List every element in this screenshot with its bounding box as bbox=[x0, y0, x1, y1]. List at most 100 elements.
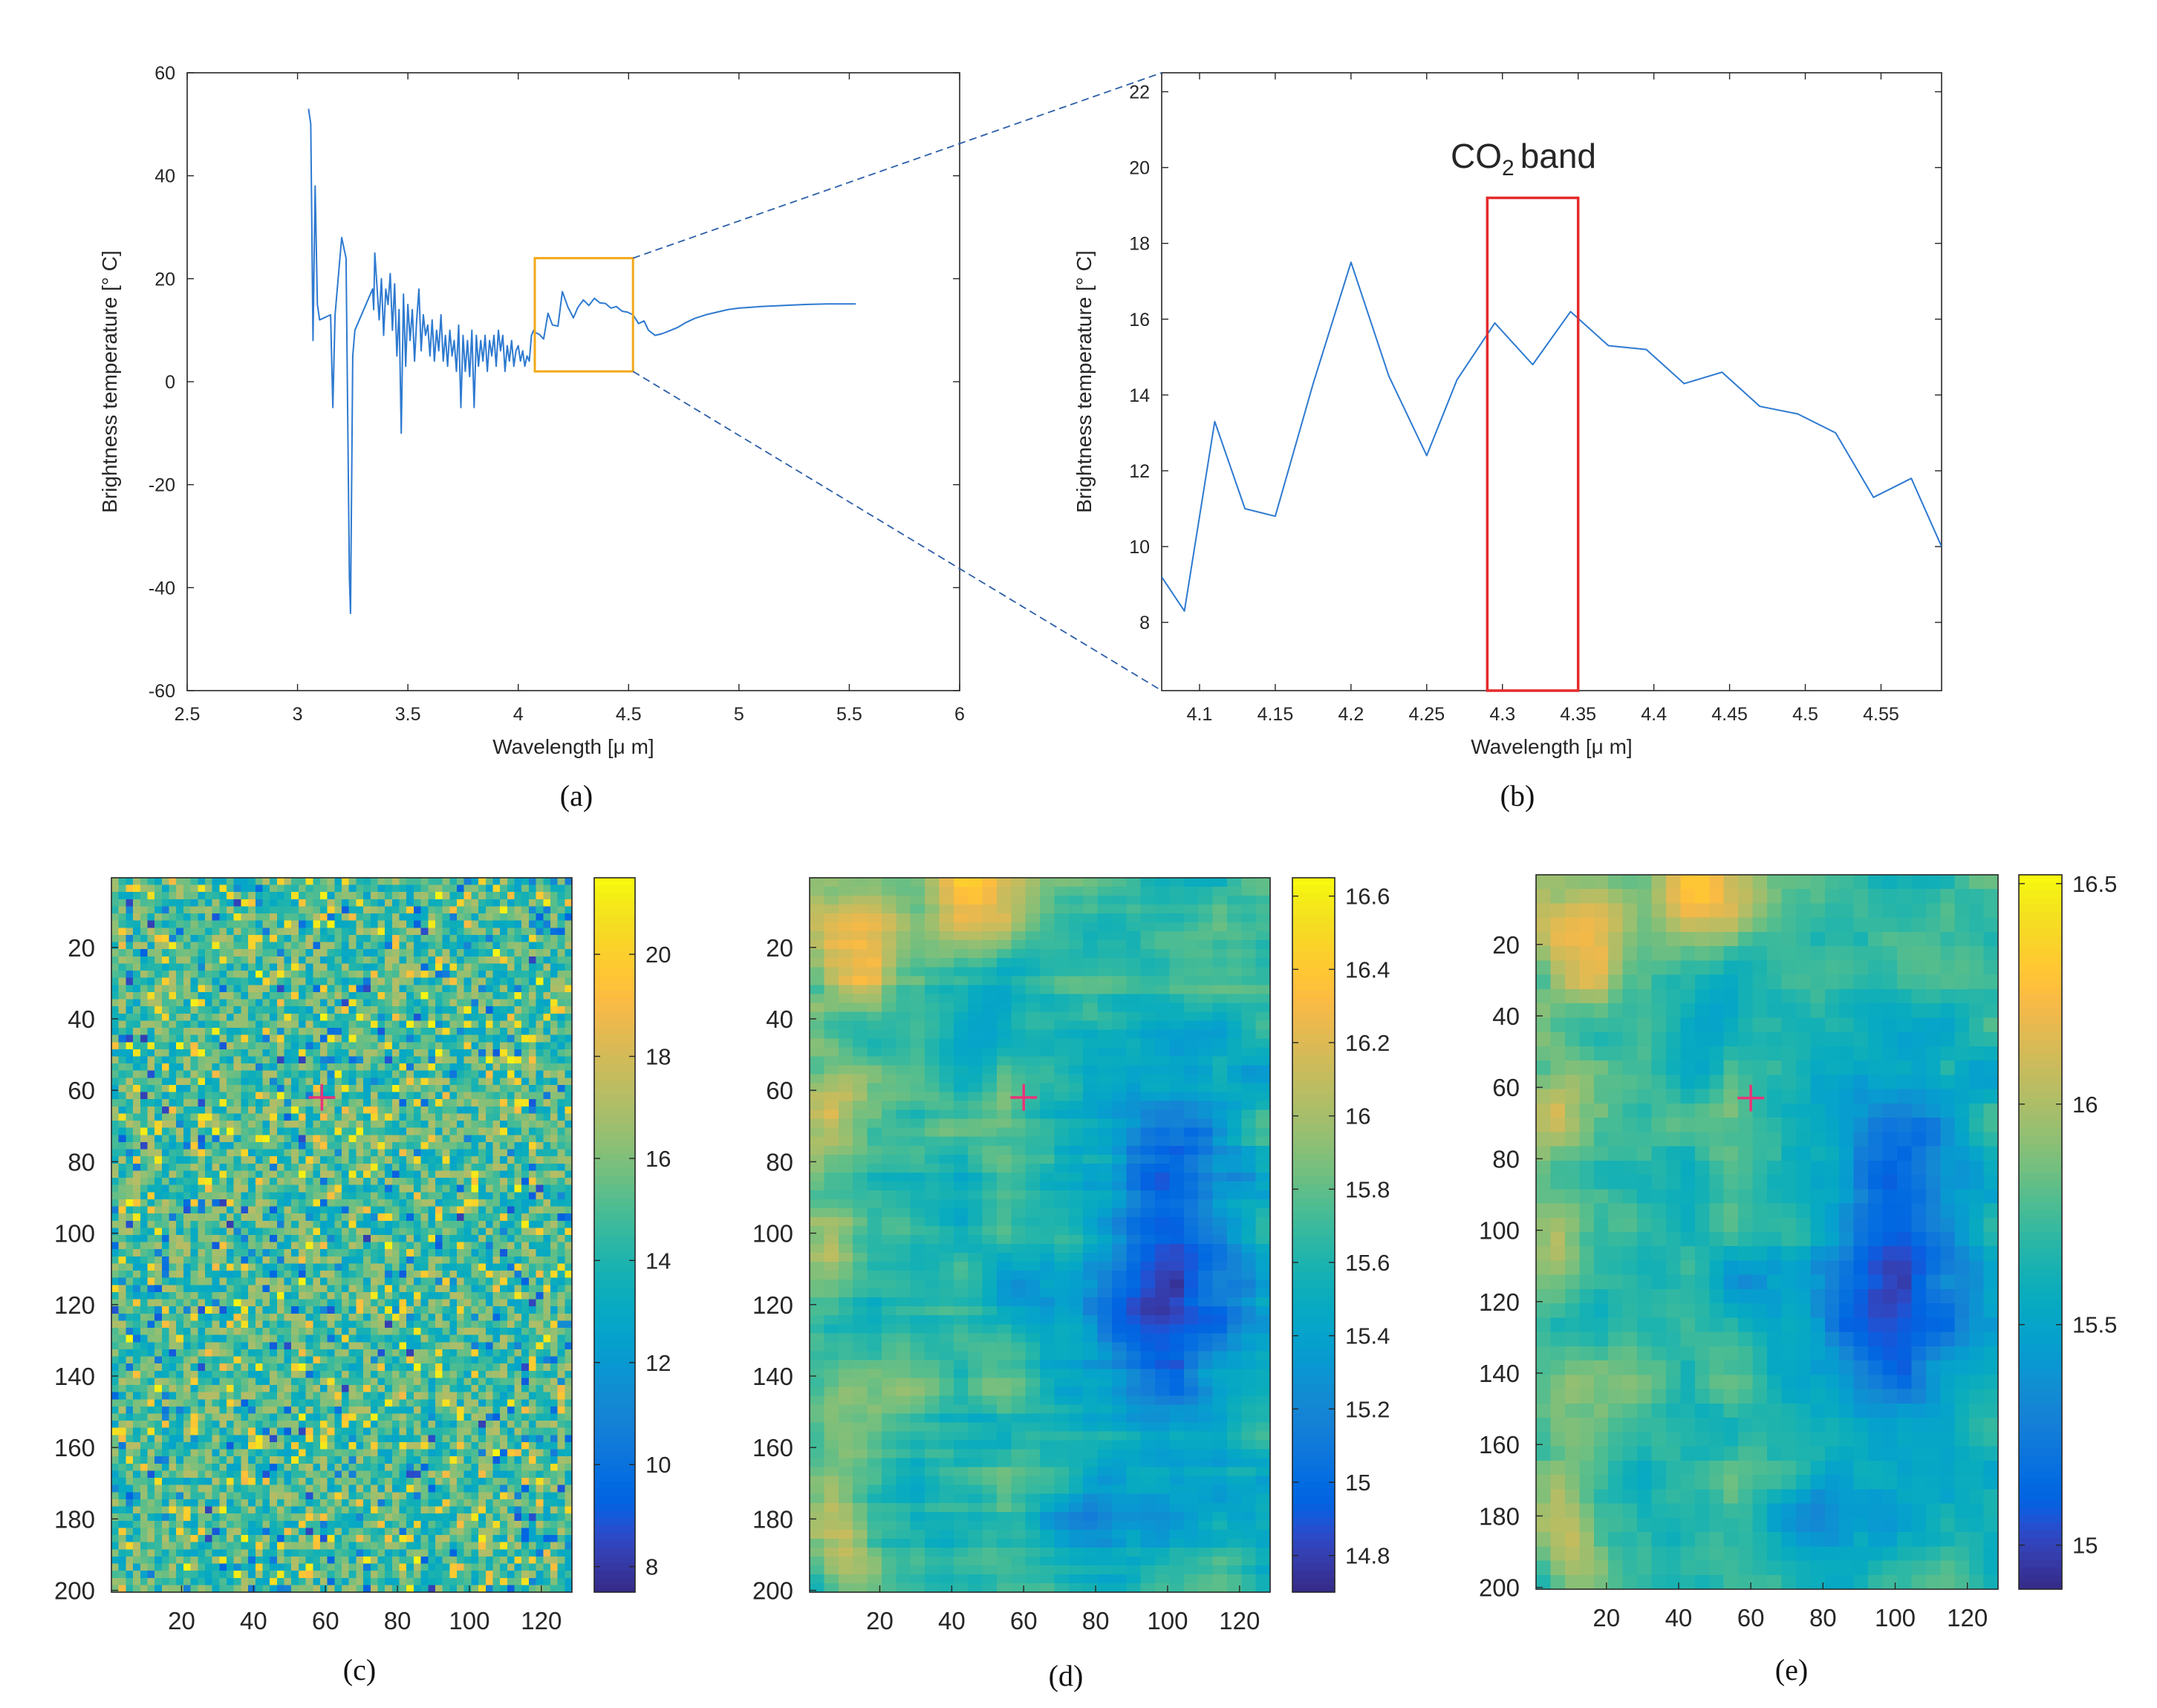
heatmap-cell bbox=[420, 1328, 429, 1336]
heatmap-cell bbox=[492, 1034, 501, 1043]
heatmap-cell bbox=[521, 906, 530, 914]
heatmap-cell bbox=[291, 1313, 299, 1322]
heatmap-cell bbox=[507, 1306, 515, 1314]
heatmap-cell bbox=[133, 1342, 141, 1350]
heatmap-cell bbox=[262, 1235, 270, 1243]
heatmap-cell bbox=[507, 1213, 515, 1222]
heatmap-cell bbox=[485, 1156, 494, 1164]
heatmap-cell bbox=[111, 1121, 120, 1129]
heatmap-cell bbox=[284, 1013, 292, 1021]
heatmap-cell bbox=[521, 1063, 530, 1072]
heatmap-cell bbox=[442, 999, 450, 1007]
heatmap-cell bbox=[536, 1399, 544, 1407]
heatmap-cell bbox=[176, 1356, 184, 1364]
heatmap-cell bbox=[428, 1277, 436, 1285]
heatmap-cell bbox=[557, 1056, 565, 1064]
heatmap-cell bbox=[248, 999, 256, 1007]
heatmap-cell bbox=[284, 1092, 292, 1100]
heatmap-cell bbox=[241, 1349, 249, 1357]
heatmap-cell bbox=[500, 1084, 508, 1093]
heatmap-cell bbox=[212, 1277, 220, 1285]
heatmap-cell bbox=[449, 1092, 458, 1100]
heatmap-cell bbox=[471, 1178, 479, 1186]
heatmap-cell bbox=[284, 1342, 292, 1350]
heatmap-cell bbox=[298, 1356, 307, 1364]
heatmap-cell bbox=[521, 1220, 530, 1228]
heatmap-cell bbox=[227, 1013, 235, 1021]
heatmap-cell bbox=[557, 1356, 565, 1364]
heatmap-cell bbox=[348, 906, 357, 914]
heatmap-cell bbox=[543, 1213, 551, 1222]
heatmap-cell bbox=[255, 1363, 264, 1372]
heatmap-cell bbox=[219, 1113, 227, 1121]
heatmap-cell bbox=[270, 1378, 278, 1386]
heatmap-cell bbox=[133, 1320, 141, 1329]
heatmap-cell bbox=[391, 1363, 400, 1372]
heatmap-cell bbox=[413, 1370, 422, 1378]
heatmap-cell bbox=[442, 1235, 450, 1243]
heatmap-cell bbox=[342, 1156, 350, 1164]
heatmap-cell bbox=[363, 1084, 371, 1093]
heatmap-cell bbox=[241, 1099, 249, 1107]
heatmap-cell bbox=[111, 1306, 120, 1314]
heatmap-cell bbox=[356, 1121, 364, 1129]
heatmap-cell bbox=[521, 1299, 530, 1307]
heatmap-cell bbox=[154, 1313, 163, 1322]
heatmap-cell bbox=[428, 1113, 436, 1121]
heatmap-cell bbox=[313, 906, 321, 914]
heatmap-cell bbox=[356, 1228, 364, 1236]
heatmap-cell bbox=[204, 878, 213, 886]
heatmap-cell bbox=[248, 1084, 256, 1093]
heatmap-cell bbox=[543, 1020, 551, 1029]
heatmap-cell bbox=[111, 1199, 120, 1207]
heatmap-cell bbox=[550, 1220, 559, 1228]
heatmap-cell bbox=[485, 1392, 494, 1400]
heatmap-cell bbox=[154, 1349, 163, 1357]
heatmap-cell bbox=[327, 1034, 335, 1043]
heatmap-cell bbox=[270, 928, 278, 936]
heatmap-cell bbox=[377, 971, 385, 979]
heatmap-cell bbox=[485, 1399, 494, 1407]
heatmap-cell bbox=[485, 1070, 494, 1078]
heatmap-cell bbox=[140, 1306, 149, 1314]
heatmap-cell bbox=[485, 971, 494, 979]
heatmap-cell bbox=[485, 1306, 494, 1314]
heatmap-cell bbox=[133, 1299, 141, 1307]
heatmap-cell bbox=[212, 1328, 220, 1336]
heatmap-cell bbox=[521, 1385, 530, 1393]
heatmap-cell bbox=[385, 1378, 393, 1386]
heatmap-cell bbox=[270, 1206, 278, 1214]
heatmap-cell bbox=[212, 991, 220, 1000]
heatmap-cell bbox=[420, 1363, 429, 1372]
heatmap-cell bbox=[161, 1285, 170, 1293]
heatmap-cell bbox=[284, 1370, 292, 1378]
heatmap-cell bbox=[319, 1184, 328, 1193]
heatmap-cell bbox=[161, 956, 170, 965]
heatmap-cell bbox=[262, 928, 270, 936]
heatmap-cell bbox=[161, 1206, 170, 1214]
heatmap-cell bbox=[161, 1070, 170, 1078]
heatmap-cell bbox=[154, 999, 163, 1007]
heatmap-cell bbox=[420, 1242, 429, 1250]
heatmap-cell bbox=[406, 1113, 414, 1121]
heatmap-cell bbox=[420, 991, 429, 1000]
heatmap-cell bbox=[270, 1192, 278, 1200]
heatmap-cell bbox=[140, 1334, 149, 1343]
heatmap-cell bbox=[276, 906, 285, 914]
heatmap-cell bbox=[543, 1184, 551, 1193]
heatmap-cell bbox=[298, 913, 307, 922]
heatmap-cell bbox=[169, 1184, 177, 1193]
heatmap-cell bbox=[342, 899, 350, 907]
heatmap-cell bbox=[298, 1092, 307, 1100]
heatmap-cell bbox=[420, 1199, 429, 1207]
heatmap-cell bbox=[262, 1178, 270, 1186]
heatmap-cell bbox=[270, 1099, 278, 1107]
heatmap-cell bbox=[183, 1306, 192, 1314]
heatmap-cell bbox=[363, 878, 371, 886]
heatmap-cell bbox=[255, 1042, 264, 1050]
heatmap-cell bbox=[140, 1392, 149, 1400]
heatmap-cell bbox=[550, 928, 559, 936]
heatmap-cell bbox=[219, 1078, 227, 1086]
heatmap-cell bbox=[391, 892, 400, 900]
heatmap-cell bbox=[219, 1184, 227, 1193]
